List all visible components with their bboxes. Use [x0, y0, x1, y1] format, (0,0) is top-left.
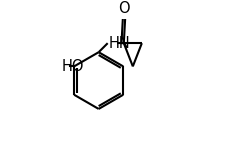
Text: HN: HN: [109, 36, 131, 51]
Text: HO: HO: [62, 59, 84, 74]
Text: O: O: [118, 1, 130, 16]
